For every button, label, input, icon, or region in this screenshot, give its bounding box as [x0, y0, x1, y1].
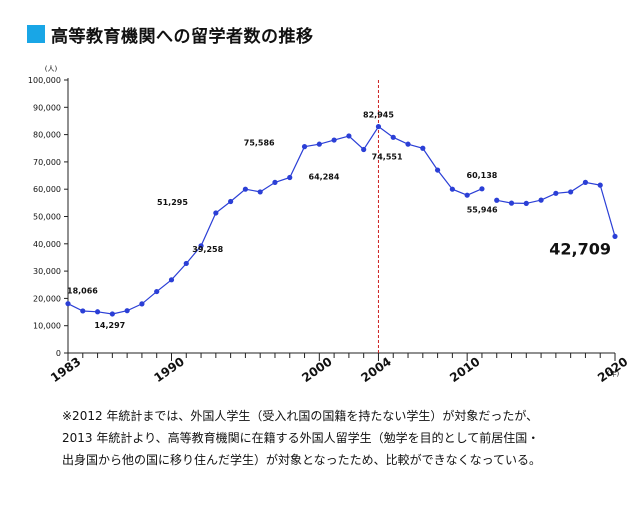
x-unit-label: (年): [607, 369, 620, 378]
data-label: 75,586: [244, 139, 275, 148]
data-point: [228, 198, 234, 205]
data-point: [405, 141, 411, 147]
data-label: 14,297: [94, 321, 125, 330]
y-tick-label: 30,000: [33, 267, 61, 276]
data-point: [183, 260, 189, 267]
series-line: [496, 181, 616, 237]
data-point: [198, 243, 204, 249]
data-point: [375, 123, 382, 130]
data-point: [65, 301, 71, 307]
data-point: [139, 301, 145, 307]
chart-title-row: 高等教育機関への留学者数の推移: [27, 22, 314, 47]
data-point: [94, 309, 101, 315]
data-point: [508, 200, 515, 206]
data-point: [213, 210, 219, 216]
x-tick-label: 1983: [48, 354, 83, 385]
data-point: [316, 141, 322, 147]
y-tick-label: 70,000: [33, 158, 61, 167]
data-point: [361, 146, 367, 153]
data-point: [449, 186, 455, 192]
data-point: [612, 233, 618, 240]
y-tick-label: 80,000: [33, 131, 61, 140]
x-tick-label: 2000: [299, 354, 334, 385]
data-label: 39,258: [192, 245, 223, 254]
data-point: [538, 197, 544, 203]
data-point: [582, 179, 589, 185]
data-point: [346, 133, 352, 139]
title-marker-square: [27, 25, 45, 43]
footnote-line-1: ※2012 年統計までは、外国人学生（受入れ国の国籍を持たない学生）が対象だった…: [62, 409, 539, 423]
y-unit-label: (人): [45, 65, 58, 73]
data-point: [301, 144, 308, 150]
data-label: 55,946: [467, 205, 498, 214]
data-label: 60,138: [467, 171, 498, 180]
y-tick-label: 40,000: [33, 240, 61, 249]
x-tick-label: 2010: [447, 354, 482, 385]
x-tick-label: 2004: [358, 354, 393, 385]
data-point: [124, 308, 130, 314]
footnote: ※2012 年統計までは、外国人学生（受入れ国の国籍を持たない学生）が対象だった…: [62, 405, 622, 471]
y-tick-label: 0: [56, 349, 61, 358]
x-tick-label: 1990: [151, 354, 186, 385]
y-tick-label: 20,000: [33, 294, 61, 303]
data-label: 18,066: [67, 287, 98, 296]
data-label: 42,709: [549, 239, 611, 258]
data-label: 82,945: [363, 111, 394, 120]
data-label: 64,284: [309, 173, 340, 182]
y-tick-label: 10,000: [33, 322, 61, 331]
data-point: [257, 189, 263, 195]
y-tick-label: 100,000: [28, 76, 61, 85]
data-point: [553, 190, 559, 196]
line-chart: 0 10,000 20,000 30,000 40,000 50,000 60,000 70,…: [28, 65, 630, 385]
y-tick-label: 90,000: [33, 103, 61, 112]
y-tick-label: 50,000: [33, 213, 61, 222]
data-point: [242, 186, 249, 192]
chart-title: 高等教育機関への留学者数の推移: [51, 26, 314, 47]
data-point: [434, 167, 441, 173]
data-label: 51,295: [157, 198, 188, 207]
data-point: [464, 192, 470, 198]
data-point: [494, 197, 500, 203]
data-point: [331, 137, 337, 143]
series-line: [67, 125, 483, 315]
data-point: [80, 308, 86, 314]
y-tick-label: 60,000: [33, 185, 61, 194]
data-point: [109, 311, 115, 317]
data-point: [597, 182, 603, 188]
data-point: [568, 189, 574, 195]
footnote-line-3: 出身国から他の国に移り住んだ学生）が対象となったため、比較ができなくなっている。: [62, 453, 542, 467]
data-label: 74,551: [372, 152, 403, 161]
data-point: [154, 288, 160, 295]
data-point: [272, 179, 278, 185]
data-point: [479, 186, 485, 192]
data-point: [420, 145, 426, 151]
data-point: [523, 200, 529, 206]
data-point: [287, 174, 293, 181]
data-point: [168, 277, 175, 283]
footnote-line-2: 2013 年統計より、高等教育機関に在籍する外国人留学生（勉学を目的として前居住…: [62, 431, 540, 445]
data-point: [390, 134, 396, 140]
